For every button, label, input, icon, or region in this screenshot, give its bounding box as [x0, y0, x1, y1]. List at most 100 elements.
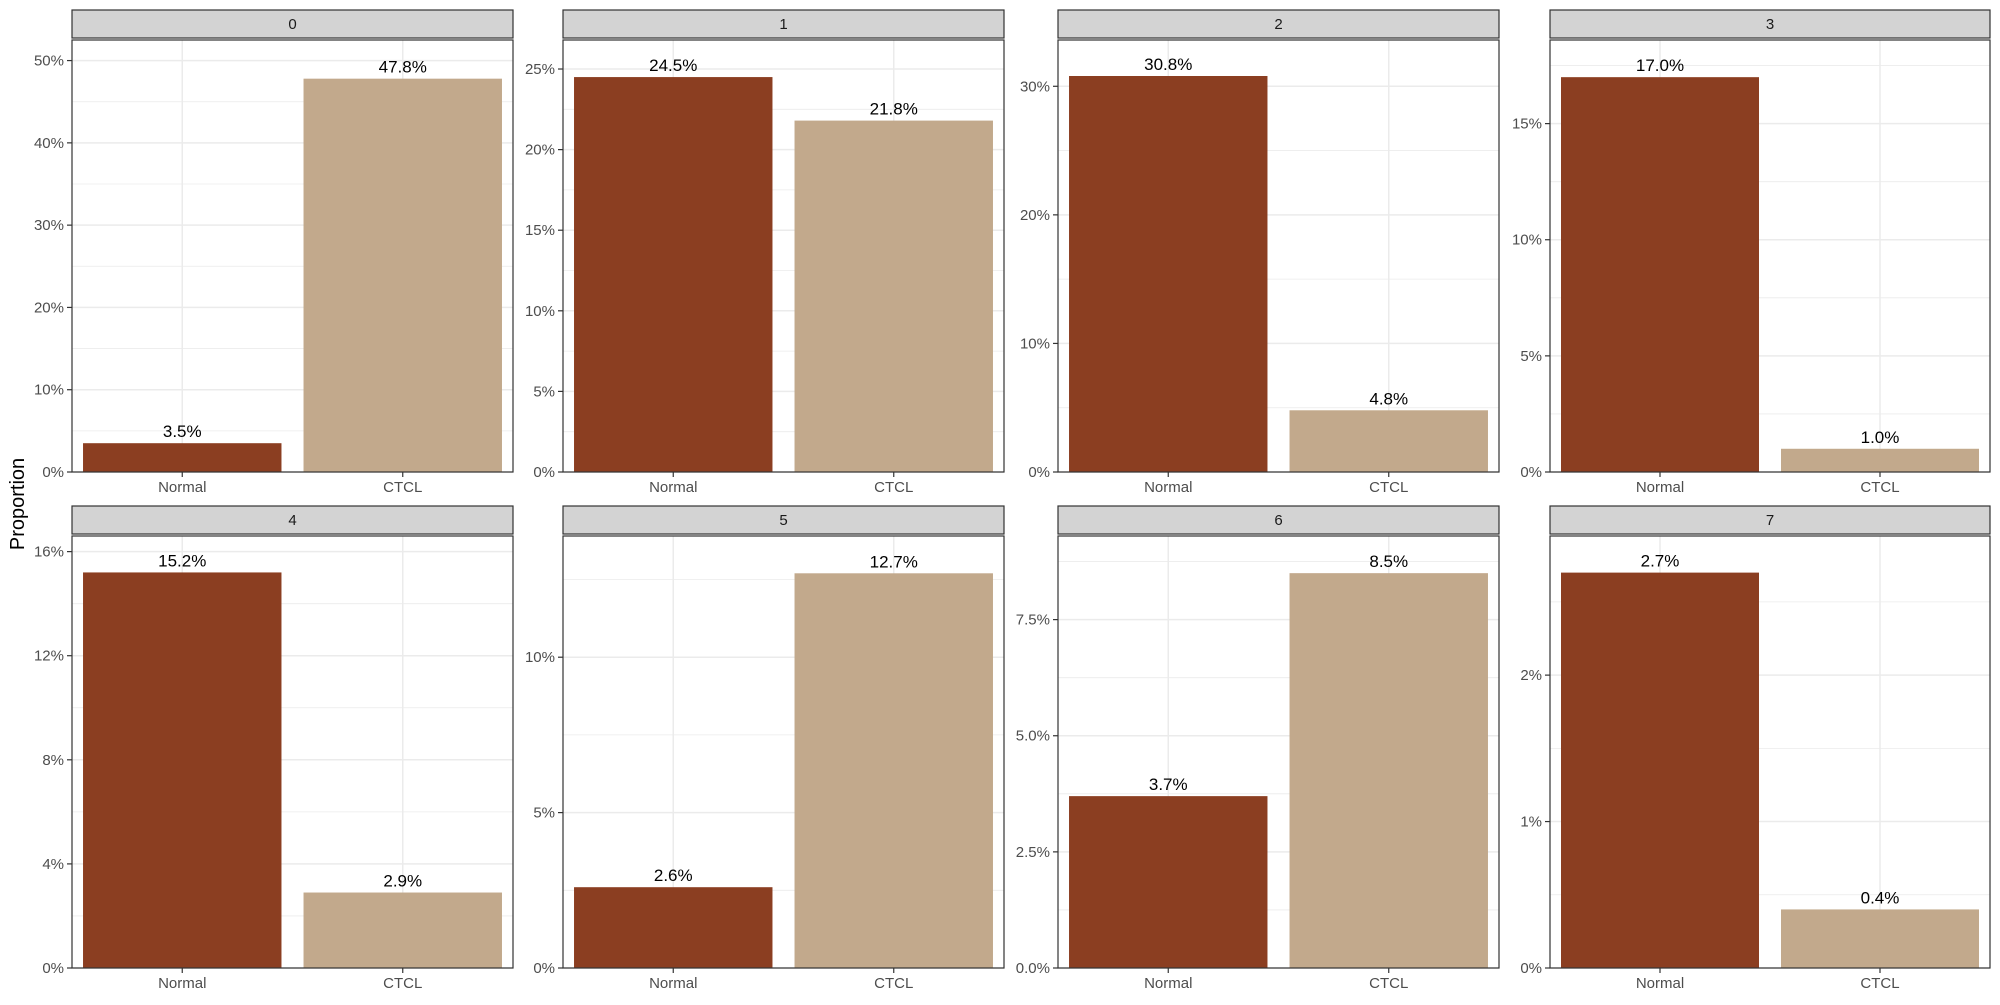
y-axis-label: Proportion: [7, 458, 29, 550]
y-tick-label: 25%: [525, 61, 555, 78]
facet-strip-label: 0: [288, 16, 296, 33]
panel-4: 0% 4% 8% 12% 16% 15.2% Normal 2.9% CTCL 4: [34, 505, 514, 992]
panel-2: 0% 10% 20% 30% 30.8% Normal 4.8% CTCL 2: [1020, 9, 1500, 496]
y-tick-label: 0.0%: [1016, 960, 1050, 977]
facet-strip: [1057, 9, 1500, 39]
data-label: 4.8%: [1369, 389, 1408, 408]
panel-5: 0% 5% 10% 2.6% Normal 12.7% CTCL 5: [525, 505, 1005, 992]
data-label: 17.0%: [1636, 56, 1684, 75]
panel-border: [1057, 535, 1500, 969]
x-tick-label: CTCL: [383, 975, 422, 992]
facet-strip-label: 3: [1766, 16, 1774, 33]
x-tick-label: Normal: [649, 975, 697, 992]
data-label: 30.8%: [1144, 55, 1192, 74]
y-tick-label: 10%: [525, 303, 555, 320]
data-label: 24.5%: [649, 56, 697, 75]
y-tick-label: 30%: [1020, 78, 1050, 95]
facet-strip-label: 1: [779, 16, 787, 33]
y-tick-label: 20%: [34, 299, 64, 316]
panel-border: [562, 535, 1005, 969]
y-tick-label: 10%: [1020, 335, 1050, 352]
data-label: 47.8%: [379, 58, 427, 77]
facet-strip-label: 5: [779, 512, 787, 529]
y-tick-label: 12%: [34, 648, 64, 665]
data-label: 3.5%: [163, 422, 202, 441]
y-tick-label: 5%: [1520, 348, 1542, 365]
x-tick-label: CTCL: [1860, 479, 1899, 496]
bar-ctcl: [1781, 448, 1979, 472]
x-tick-label: CTCL: [383, 479, 422, 496]
facet-strip-label: 4: [288, 512, 296, 529]
bar-ctcl: [1289, 410, 1488, 472]
y-tick-label: 50%: [34, 53, 64, 70]
panel-border: [1549, 39, 1991, 473]
bar-ctcl: [303, 892, 502, 968]
bar-normal: [83, 443, 282, 472]
facet-strip: [562, 9, 1005, 39]
y-tick-label: 5%: [533, 383, 555, 400]
panel-7: 0% 1% 2% 2.7% Normal 0.4% CTCL 7: [1520, 505, 1991, 992]
y-tick-label: 0%: [533, 960, 555, 977]
data-label: 2.7%: [1641, 552, 1680, 571]
data-label: 12.7%: [870, 552, 918, 571]
data-label: 1.0%: [1861, 428, 1900, 447]
bar-normal: [1561, 77, 1759, 473]
panel-1: 0% 5% 10% 15% 20% 25% 24.5% Normal 21.8% CTCL 1: [525, 9, 1005, 496]
y-tick-label: 16%: [34, 544, 64, 561]
y-tick-label: 20%: [1020, 207, 1050, 224]
bar-ctcl: [794, 573, 993, 968]
panel-border: [1057, 39, 1500, 473]
panel-0: 0% 10% 20% 30% 40% 50% 3.5% Normal 47.8% CTCL 0: [34, 9, 514, 496]
facet-strip: [71, 9, 514, 39]
x-tick-label: Normal: [1144, 479, 1192, 496]
x-tick-label: Normal: [1636, 975, 1684, 992]
y-tick-label: 4%: [42, 856, 64, 873]
y-tick-label: 5%: [533, 805, 555, 822]
facet-strip-label: 2: [1274, 16, 1282, 33]
y-tick-label: 15%: [1512, 116, 1542, 133]
y-tick-label: 10%: [34, 382, 64, 399]
y-tick-label: 5.0%: [1016, 728, 1050, 745]
x-tick-label: CTCL: [874, 479, 913, 496]
data-label: 0.4%: [1861, 888, 1900, 907]
panel-border: [71, 39, 514, 473]
facet-strip: [1549, 9, 1991, 39]
facet-strip: [71, 505, 514, 535]
panel-border: [562, 39, 1005, 473]
data-label: 2.9%: [383, 872, 422, 891]
y-tick-label: 7.5%: [1016, 612, 1050, 629]
panel-6: 0.0% 2.5% 5.0% 7.5% 3.7% Normal 8.5% CTCL 6: [1016, 505, 1500, 992]
y-tick-label: 10%: [525, 649, 555, 666]
bar-normal: [1069, 796, 1268, 968]
bar-normal: [1561, 572, 1759, 968]
data-label: 21.8%: [870, 100, 918, 119]
y-tick-label: 0%: [42, 464, 64, 481]
x-tick-label: Normal: [158, 479, 206, 496]
y-tick-label: 20%: [525, 142, 555, 159]
x-tick-label: Normal: [158, 975, 206, 992]
data-label: 15.2%: [158, 551, 206, 570]
x-tick-label: CTCL: [1369, 975, 1408, 992]
x-tick-label: Normal: [1636, 479, 1684, 496]
y-tick-label: 2%: [1520, 667, 1542, 684]
panel-border: [71, 535, 514, 969]
y-tick-label: 8%: [42, 752, 64, 769]
y-tick-label: 40%: [34, 135, 64, 152]
bar-normal: [574, 77, 773, 473]
y-tick-label: 15%: [525, 222, 555, 239]
x-tick-label: Normal: [649, 479, 697, 496]
x-tick-label: Normal: [1144, 975, 1192, 992]
bar-ctcl: [1781, 909, 1979, 968]
x-tick-label: CTCL: [1369, 479, 1408, 496]
y-tick-label: 2.5%: [1016, 844, 1050, 861]
bar-ctcl: [303, 78, 502, 472]
bar-ctcl: [794, 120, 993, 472]
bar-normal: [83, 572, 282, 968]
y-tick-label: 1%: [1520, 814, 1542, 831]
facet-strip-label: 7: [1766, 512, 1774, 529]
panel-border: [1549, 535, 1991, 969]
facet-strip: [1549, 505, 1991, 535]
data-label: 2.6%: [654, 866, 693, 885]
y-tick-label: 0%: [42, 960, 64, 977]
